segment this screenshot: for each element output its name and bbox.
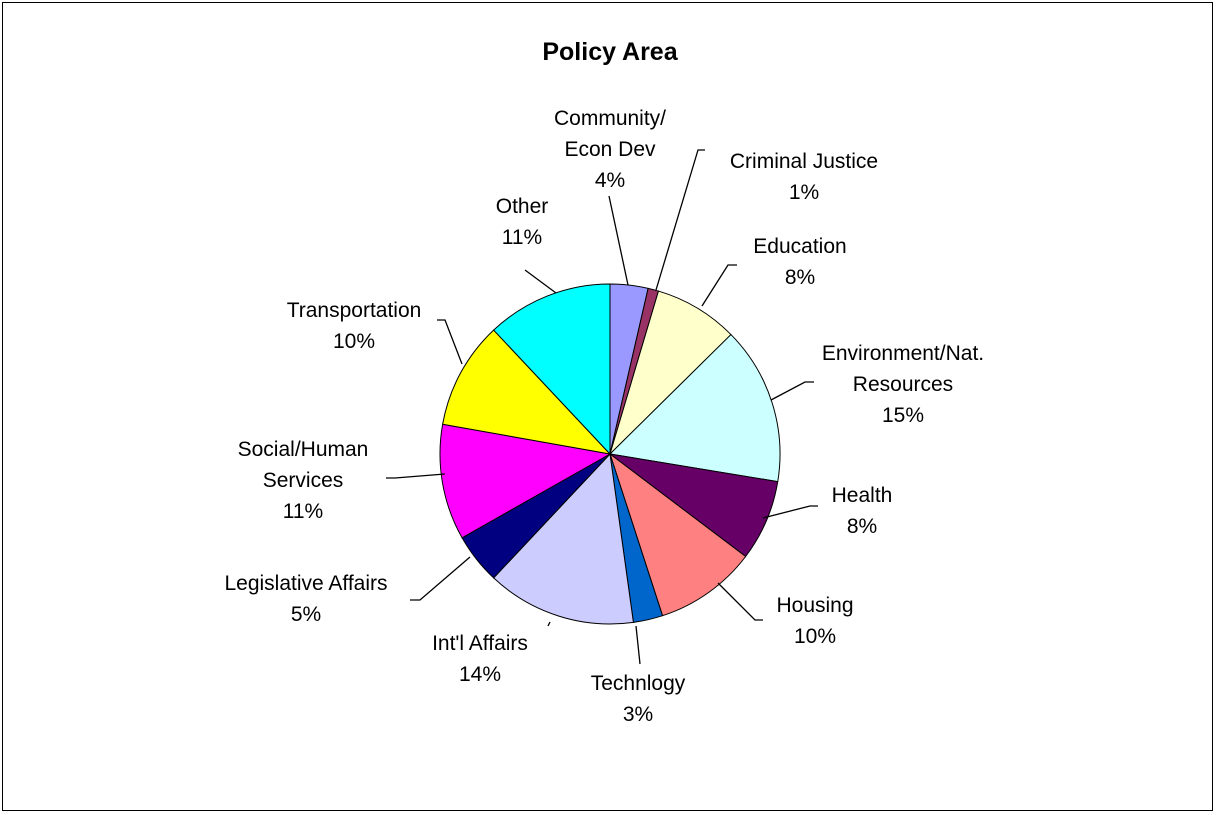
slice-label-6: Technlogy 3%: [591, 672, 686, 726]
leader-line-7: [547, 621, 551, 627]
leader-line-11: [524, 269, 557, 294]
slice-label-2: Education 8%: [753, 235, 846, 289]
pie-slice-11: [492, 283, 611, 456]
leader-line-4: [762, 505, 818, 519]
pie-slice-5: [609, 452, 747, 617]
chart-title: Policy Area: [542, 38, 678, 66]
slice-label-5: Housing 10%: [776, 594, 853, 648]
slice-label-7: Int'l Affairs 14%: [432, 632, 528, 686]
leader-line-10: [437, 319, 463, 365]
pie-slices: [439, 283, 781, 625]
leader-line-5: [717, 582, 763, 621]
leader-lines: [386, 149, 818, 665]
slice-label-11: Other 11%: [496, 195, 549, 249]
slice-label-8: Legislative Affairs 5%: [224, 572, 387, 626]
slice-label-9: Social/Human Services 11%: [238, 438, 369, 523]
slice-label-4: Health 8%: [832, 484, 893, 538]
slice-label-1: Criminal Justice 1%: [730, 150, 878, 204]
slice-label-10: Transportation 10%: [287, 299, 422, 353]
slice-label-3: Environment/Nat. Resources 15%: [822, 342, 984, 427]
pie-slice-10: [442, 329, 612, 455]
pie-slice-7: [492, 452, 634, 625]
slice-label-0: Community/Econ Dev 4%: [554, 107, 666, 192]
slice-labels: Community/Econ Dev 4% Criminal Justice 1% Ed…: [224, 107, 984, 726]
pie-slice-9: [439, 423, 612, 539]
leader-line-0: [608, 195, 629, 286]
leader-line-2: [701, 264, 737, 307]
leader-line-8: [410, 556, 471, 601]
leader-line-6: [635, 625, 641, 665]
leader-line-1: [655, 149, 705, 291]
leader-line-3: [770, 381, 814, 401]
pie-slice-3: [608, 333, 781, 483]
leader-line-9: [386, 473, 446, 479]
